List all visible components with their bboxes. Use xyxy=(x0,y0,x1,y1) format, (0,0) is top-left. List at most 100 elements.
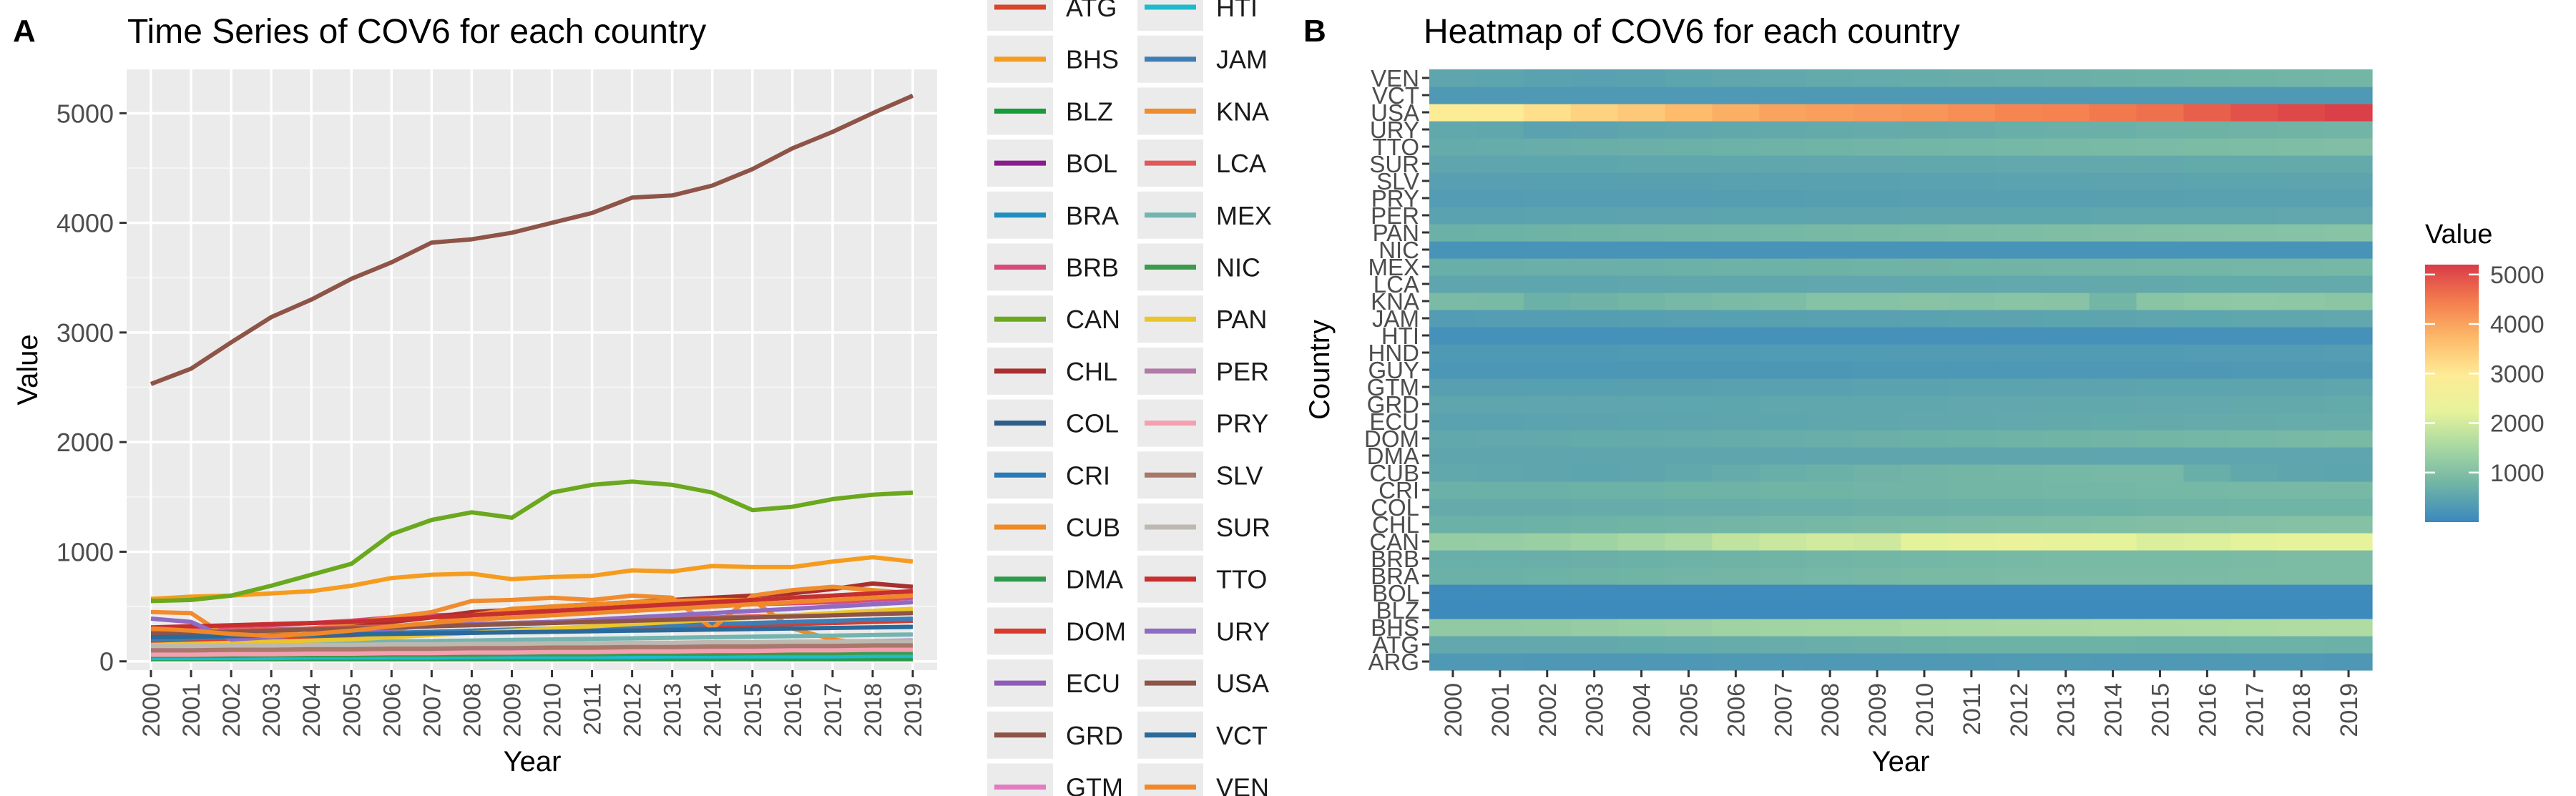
heatmap-cell xyxy=(2278,413,2326,431)
heatmap-cell xyxy=(2278,378,2326,396)
heatmap-cell xyxy=(1947,241,1996,259)
legend-label-nic: NIC xyxy=(1216,253,1260,282)
heatmap-cell xyxy=(1712,447,1760,465)
panel-b-x-axis-label: Year xyxy=(1872,746,1930,777)
heatmap-cell xyxy=(1853,327,1901,345)
heatmap-cell xyxy=(1429,636,1477,654)
heatmap-y-tick-label: VCT xyxy=(1372,82,1419,109)
heatmap-cell xyxy=(2089,104,2137,122)
heatmap-cell xyxy=(2136,310,2184,328)
heatmap-cell xyxy=(1994,293,2043,310)
panel-a-gridlines xyxy=(127,69,937,670)
heatmap-cell xyxy=(1617,69,1666,87)
heatmap-cell xyxy=(1617,413,1666,431)
heatmap-cell xyxy=(1429,361,1477,379)
heatmap-cell xyxy=(1759,155,1807,173)
x-tick-label: 2014 xyxy=(700,683,727,737)
heatmap-cell xyxy=(2042,190,2090,207)
legend-label-bol: BOL xyxy=(1066,149,1117,178)
heatmap-cell xyxy=(2325,430,2373,448)
heatmap-y-tick-label: GRD xyxy=(1367,391,1419,418)
heatmap-cell xyxy=(2278,344,2326,362)
colorbar-tick-label: 2000 xyxy=(2490,411,2545,438)
heatmap-cell xyxy=(1712,121,1760,139)
colorbar-tick-label: 3000 xyxy=(2490,360,2545,388)
heatmap-cell xyxy=(2042,275,2090,293)
heatmap-cell xyxy=(1806,69,1854,87)
heatmap-cell xyxy=(1523,533,1572,551)
heatmap-cell xyxy=(1429,275,1477,293)
heatmap-cell xyxy=(1901,636,1949,654)
heatmap-cell xyxy=(2183,653,2231,671)
heatmap-cell xyxy=(1476,550,1524,568)
heatmap-x-tick-label: 2008 xyxy=(1817,683,1844,737)
heatmap-cell xyxy=(2136,395,2184,413)
heatmap-cell xyxy=(1994,69,2043,87)
heatmap-cell xyxy=(1947,172,1996,190)
heatmap-cell xyxy=(2089,481,2137,499)
heatmap-cell xyxy=(2136,69,2184,87)
heatmap-y-tick-label: PAN xyxy=(1373,220,1419,246)
heatmap-cell xyxy=(1523,172,1572,190)
heatmap-cell xyxy=(2325,584,2373,602)
heatmap-cell xyxy=(1994,155,2043,173)
heatmap-cell xyxy=(1523,207,1572,225)
legend-label-vct: VCT xyxy=(1216,721,1268,750)
heatmap-cell xyxy=(1901,601,1949,619)
heatmap-cell xyxy=(2325,619,2373,637)
series-line-usa xyxy=(150,611,914,637)
heatmap-x-tick-label: 2014 xyxy=(2100,683,2127,737)
heatmap-cell xyxy=(2230,275,2278,293)
heatmap-cell xyxy=(1712,413,1760,431)
heatmap-cell xyxy=(2230,121,2278,139)
heatmap-cell xyxy=(2230,378,2278,396)
heatmap-cell xyxy=(2136,601,2184,619)
heatmap-cell xyxy=(1806,567,1854,585)
heatmap-cell xyxy=(2042,447,2090,465)
heatmap-cell xyxy=(1570,155,1619,173)
x-tick-label: 2011 xyxy=(579,683,607,735)
heatmap-cell xyxy=(1947,138,1996,156)
heatmap-cell xyxy=(1901,344,1949,362)
heatmap-cell xyxy=(1476,378,1524,396)
heatmap-cell xyxy=(1523,310,1572,328)
heatmap-y-tick-label: BLZ xyxy=(1376,597,1419,624)
heatmap-cell xyxy=(2325,310,2373,328)
heatmap-cell xyxy=(1617,155,1666,173)
heatmap-cell xyxy=(1947,481,1996,499)
heatmap-cell xyxy=(2183,258,2231,276)
heatmap-cell xyxy=(2230,190,2278,207)
heatmap-cell xyxy=(1523,516,1572,534)
heatmap-cell xyxy=(1665,275,1713,293)
panel-a-series-lines xyxy=(150,94,914,662)
heatmap-cell xyxy=(2230,533,2278,551)
heatmap-cell xyxy=(2089,601,2137,619)
heatmap-x-tick-label: 2003 xyxy=(1582,683,1609,737)
heatmap-cell xyxy=(2042,69,2090,87)
heatmap-cell xyxy=(1994,87,2043,104)
heatmap-cell xyxy=(1429,241,1477,259)
heatmap-cell xyxy=(2230,327,2278,345)
heatmap-cell xyxy=(2183,138,2231,156)
heatmap-cell xyxy=(2325,361,2373,379)
heatmap-cell xyxy=(2183,619,2231,637)
series-line-can xyxy=(150,479,914,604)
heatmap-cell xyxy=(1901,584,1949,602)
series-line-ven xyxy=(150,593,914,639)
heatmap-cell xyxy=(1570,258,1619,276)
heatmap-cell xyxy=(1570,138,1619,156)
heatmap-cell xyxy=(1665,430,1713,448)
heatmap-cell xyxy=(1570,550,1619,568)
heatmap-cell xyxy=(1476,224,1524,242)
legend-label-ecu: ECU xyxy=(1066,669,1120,698)
heatmap-cell xyxy=(1617,344,1666,362)
heatmap-cell xyxy=(2042,258,2090,276)
heatmap-cell xyxy=(1712,619,1760,637)
heatmap-cell xyxy=(1523,601,1572,619)
legend-label-grd: GRD xyxy=(1066,721,1123,750)
legend-label-tto: TTO xyxy=(1216,565,1267,594)
heatmap-cell xyxy=(1570,121,1619,139)
heatmap-cell xyxy=(1429,653,1477,671)
heatmap-cell xyxy=(1994,653,2043,671)
heatmap-cell xyxy=(2136,653,2184,671)
